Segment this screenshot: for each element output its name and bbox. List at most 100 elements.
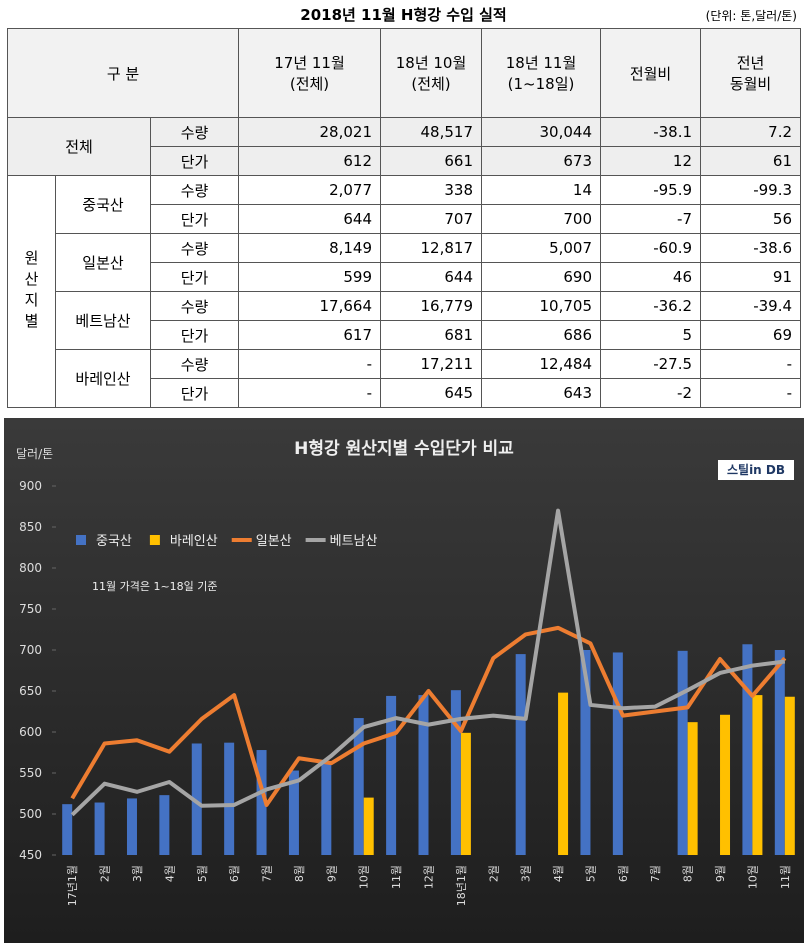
cell: 645 <box>380 378 483 408</box>
bar <box>159 795 170 855</box>
cell: 단가 <box>149 204 240 234</box>
cell: 46 <box>600 262 702 292</box>
cell: 5 <box>600 320 702 350</box>
cell: 수량 <box>149 291 240 321</box>
x-tick-label: 4월 <box>163 865 176 882</box>
cell: 30,044 <box>481 117 602 147</box>
origin-name: 베트남산 <box>55 291 151 350</box>
cell: 673 <box>481 146 602 176</box>
line <box>70 508 786 817</box>
x-tick-label: 9월 <box>325 865 338 882</box>
cell: 단가 <box>149 320 240 350</box>
y-tick-label: 700 <box>19 643 42 657</box>
cell: -36.2 <box>600 291 702 321</box>
bar <box>62 804 73 855</box>
x-tick-label: 10월 <box>746 865 759 889</box>
x-tick-label: 8월 <box>293 865 306 882</box>
bar <box>353 718 364 855</box>
cell: 수량 <box>149 349 240 379</box>
x-tick-label: 11월 <box>779 865 792 889</box>
header-cell: 구 분 <box>6 28 240 118</box>
cell: 686 <box>481 320 602 350</box>
y-tick-label: 650 <box>19 684 42 698</box>
cell: -7 <box>600 204 702 234</box>
x-tick-label: 7월 <box>261 865 274 882</box>
legend-swatch <box>149 535 160 545</box>
bar <box>256 750 267 855</box>
cell: 수량 <box>149 117 240 147</box>
cell: 12,484 <box>481 349 602 379</box>
cell: 단가 <box>149 378 240 408</box>
line <box>70 625 787 807</box>
cell: 644 <box>238 204 382 234</box>
bar <box>288 770 299 855</box>
unit-note: (단위: 톤,달러/톤) <box>705 9 797 23</box>
cell: -2 <box>600 378 702 408</box>
bar <box>752 695 763 855</box>
header-cell: 전년 동월비 <box>700 28 802 118</box>
cell: 단가 <box>149 262 240 292</box>
x-tick-label: 5월 <box>196 865 209 882</box>
header-cell: 17년 11월 (전체) <box>238 28 382 118</box>
cell: -99.3 <box>700 175 802 205</box>
cell: -60.9 <box>600 233 702 263</box>
cell: 61 <box>700 146 802 176</box>
cell: 7.2 <box>700 117 802 147</box>
annotation: 11월 가격은 1~18일 기준 <box>92 579 218 593</box>
row-group: 전체 <box>7 117 151 176</box>
x-tick-label: 17년1월 <box>66 865 79 906</box>
cell: 661 <box>380 146 483 176</box>
cell: 수량 <box>149 233 240 263</box>
legend-swatch <box>76 535 86 545</box>
table-title: 2018년 11월 H형강 수입 실적 <box>300 6 507 24</box>
logo: 스틸in DB <box>727 463 785 477</box>
x-tick-label: 5월 <box>584 865 597 882</box>
bar <box>386 695 397 855</box>
cell: 12,817 <box>380 233 483 263</box>
bar <box>363 797 374 855</box>
x-tick-label: 2월 <box>99 865 112 882</box>
x-tick-label: 18년1월 <box>455 865 468 906</box>
table-row: 베트남산 수량 17,664 16,779 10,705 -36.2 -39.4 <box>8 291 802 350</box>
cell: 69 <box>700 320 802 350</box>
cell: 599 <box>238 262 382 292</box>
cell: - <box>238 378 382 408</box>
bar <box>742 644 753 855</box>
bar <box>94 802 105 855</box>
header-cell: 18년 10월 (전체) <box>380 28 483 118</box>
x-tick-label: 7월 <box>649 865 662 882</box>
x-tick-label: 6월 <box>228 865 241 882</box>
table-row: 전체 수량 28,021 48,517 30,044 -38.1 7.2 <box>7 117 802 176</box>
cell: 91 <box>700 262 802 292</box>
cell: 10,705 <box>481 291 602 321</box>
cell: 707 <box>380 204 483 234</box>
cell: 690 <box>481 262 602 292</box>
x-tick-label: 8월 <box>682 865 695 882</box>
table-row: 단가 617 681 686 5 69 <box>8 320 802 350</box>
cell: 681 <box>380 320 483 350</box>
cell: - <box>700 349 802 379</box>
bar <box>450 690 461 855</box>
x-tick-label: 2월 <box>487 865 500 882</box>
bar <box>126 798 137 855</box>
y-tick-label: 600 <box>19 725 42 739</box>
cell: 644 <box>380 262 483 292</box>
cell: 643 <box>481 378 602 408</box>
x-tick-label: 3월 <box>131 865 144 882</box>
bar <box>677 650 688 855</box>
cell: -38.6 <box>700 233 802 263</box>
cell: 56 <box>700 204 802 234</box>
origin-name: 바레인산 <box>55 349 151 408</box>
table-row: 단가 644 707 700 -7 56 <box>8 204 802 234</box>
bar <box>687 722 698 855</box>
bar <box>774 650 785 855</box>
cell: 8,149 <box>238 233 382 263</box>
x-tick-label: 11월 <box>390 865 403 889</box>
table-row: 단가 612 661 673 12 61 <box>8 146 802 176</box>
cell: 12 <box>600 146 702 176</box>
cell: 2,077 <box>238 175 382 205</box>
x-tick-label: 6월 <box>617 865 630 882</box>
import-table: 구 분 17년 11월 (전체) 18년 10월 (전체) 18년 11월 (1~18… <box>6 28 802 408</box>
table-row: 구 분 17년 11월 (전체) 18년 10월 (전체) 18년 11월 (1~18… <box>6 28 802 118</box>
